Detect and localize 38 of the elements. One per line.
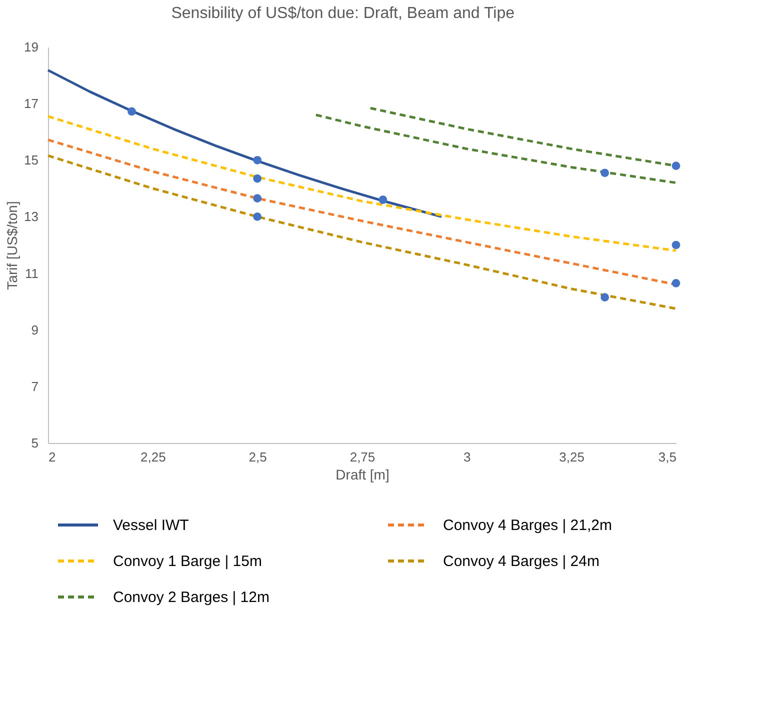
point <box>128 107 136 116</box>
x-tick-label: 2 <box>48 450 56 464</box>
x-tick-label: 3,5 <box>658 450 676 464</box>
point <box>600 168 610 178</box>
line-series <box>46 68 443 218</box>
y-tick-label: 13 <box>24 209 38 224</box>
point <box>672 162 680 170</box>
x-tick-label: 3,25 <box>559 450 584 464</box>
legend-label: Vessel IWT <box>113 517 189 534</box>
point <box>600 293 610 302</box>
point <box>253 174 262 183</box>
point <box>253 156 262 164</box>
legend-label: Convoy 4 Barges | 21,2m <box>443 517 612 534</box>
y-tick-label: 9 <box>31 322 38 338</box>
legend-label: Convoy 2 Barges | 12m <box>113 589 270 606</box>
line-series <box>314 114 678 184</box>
x-tick-label: 2,75 <box>350 450 376 464</box>
point <box>253 194 262 203</box>
chart-title: Sensibility of US$/ton due: Draft, Beam and Tipe <box>171 5 515 22</box>
x-tick-label: 2,5 <box>248 450 267 464</box>
y-tick-label: 19 <box>24 40 38 54</box>
x-tick-label: 2,25 <box>140 450 166 464</box>
y-tick-label: 5 <box>31 436 38 450</box>
y-tick-label: 15 <box>24 152 38 168</box>
point <box>672 240 680 250</box>
y-tick-label: 17 <box>24 96 38 112</box>
y-tick-label: 11 <box>25 266 38 281</box>
point <box>378 196 388 204</box>
legend-label: Convoy 1 Barge | 15m <box>113 553 262 570</box>
point <box>672 279 680 288</box>
line-series <box>46 115 678 252</box>
y-tick-label: 7 <box>31 378 38 394</box>
point <box>253 212 262 221</box>
x-axis-title: Draft [m] <box>336 466 390 482</box>
y-axis-title: Tarif [US$/ton] <box>4 201 20 290</box>
legend-label: Convoy 4 Barges | 24m <box>443 553 600 570</box>
x-tick-label: 3 <box>464 450 471 464</box>
line-series <box>46 154 678 310</box>
